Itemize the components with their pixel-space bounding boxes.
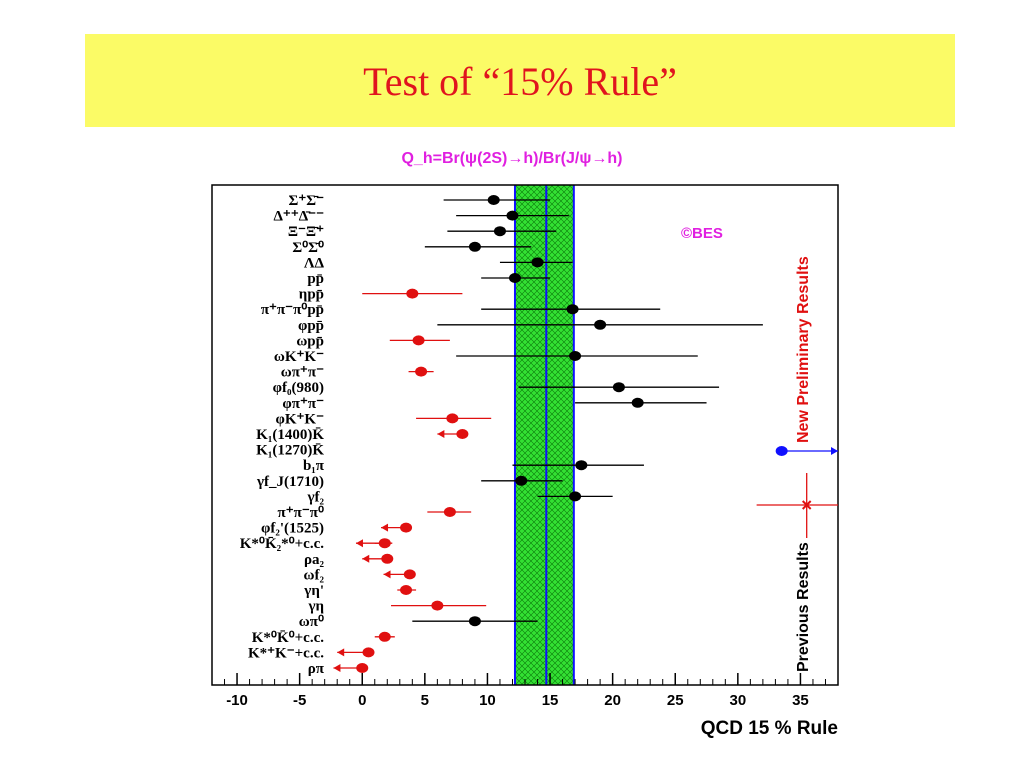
row-labels: Σ⁺Σ̄⁻Δ⁺⁺Δ̄⁻⁻Ξ⁻Ξ̄⁺Σ⁰Σ̄⁰ΛΔpp̄ηpp̄π⁺π⁻π⁰pp̄… <box>240 193 325 677</box>
x-tick-label: 35 <box>792 692 809 709</box>
row-label: ωK⁺K⁻ <box>274 349 324 365</box>
limit-arrowhead <box>381 523 389 532</box>
data-point <box>403 569 416 580</box>
data-point <box>356 663 369 673</box>
row-label: K*⁰K̄⁰+c.c. <box>252 630 324 646</box>
row-label: Ξ⁻Ξ̄⁺ <box>288 224 324 240</box>
data-point <box>431 600 444 611</box>
row-label: φpp̄ <box>298 318 324 334</box>
row-label: γf_J(1710) <box>256 474 324 490</box>
data-point <box>506 210 519 221</box>
data-point <box>406 288 419 299</box>
data-point <box>443 507 456 517</box>
row-label: ηpp̄ <box>299 287 324 303</box>
row-label: π⁺π⁻π⁰ <box>277 505 324 521</box>
data-point <box>446 413 459 424</box>
row-label: γη' <box>303 583 324 599</box>
row-label: γf₂ <box>306 489 324 505</box>
copyright-label: ©BES <box>681 225 723 242</box>
limit-arrowhead <box>437 430 445 438</box>
limit-arrowhead <box>383 570 391 579</box>
new-results-arrowhead <box>831 447 838 455</box>
title-banner: Test of “15% Rule” <box>85 34 955 127</box>
data-point <box>515 475 528 486</box>
new-results-marker <box>775 446 788 456</box>
row-label: K*⁺K⁻+c.c. <box>248 645 324 661</box>
x-tick-label: 0 <box>358 692 366 709</box>
limit-arrowhead <box>362 554 370 563</box>
previous-results-marker <box>801 500 812 510</box>
row-label: K*⁰K̄₂*⁰+c.c. <box>240 536 324 552</box>
row-label: pp̄ <box>307 271 324 287</box>
row-label: φπ⁺π⁻ <box>282 396 324 412</box>
data-point <box>508 273 521 283</box>
row-label: φf₂'(1525) <box>261 521 324 537</box>
slide-title: Test of “15% Rule” <box>363 59 677 104</box>
data-point <box>468 616 481 627</box>
data-point <box>412 335 425 346</box>
data-point <box>575 460 588 471</box>
data-point <box>456 429 469 439</box>
previous-results-label: Previous Results <box>795 542 812 672</box>
new-results-label: New Preliminary Results <box>795 256 812 443</box>
limit-arrowhead <box>355 539 363 548</box>
row-label: ωπ⁺π⁻ <box>281 365 324 381</box>
data-point <box>468 241 481 252</box>
row-label: ρπ <box>308 661 325 677</box>
x-tick-label: 15 <box>542 692 559 709</box>
data-point <box>631 397 644 408</box>
row-label: ρa₂ <box>304 552 325 568</box>
row-label: K₁(1270)K̄ <box>256 443 324 459</box>
row-label: ΛΔ <box>304 255 325 271</box>
row-label: Δ⁺⁺Δ̄⁻⁻ <box>274 209 325 225</box>
data-point <box>378 538 391 549</box>
x-tick-label: 20 <box>604 692 621 709</box>
row-label: ωpp̄ <box>296 333 324 349</box>
data-point <box>487 195 500 205</box>
data-point <box>362 647 375 658</box>
data-point <box>493 226 506 237</box>
row-label: Σ⁺Σ̄⁻ <box>289 193 325 209</box>
data-point <box>400 522 413 533</box>
row-label: γη <box>307 599 324 615</box>
data-point <box>400 585 413 595</box>
data-point <box>415 366 428 377</box>
data-point <box>594 319 607 330</box>
plot-title: Q_h=Br(ψ(2S)→h)/Br(J/ψ→h) <box>401 150 622 167</box>
x-tick-label: 5 <box>421 692 429 709</box>
data-point <box>569 351 582 361</box>
rule-band <box>513 185 575 685</box>
x-tick-label: 10 <box>479 692 496 709</box>
data-point <box>612 382 625 393</box>
data-point <box>566 304 579 315</box>
data-point <box>381 553 394 564</box>
x-tick-label: 30 <box>729 692 746 709</box>
data-point <box>378 631 391 642</box>
x-tick-label: -5 <box>293 692 306 709</box>
data-point <box>569 491 582 502</box>
band-fill <box>514 185 574 685</box>
x-axis: -10 -5 0 5 10 15 20 25 30 35 <box>224 673 826 709</box>
x-axis-label: QCD 15 % Rule <box>701 718 838 739</box>
row-label: Σ⁰Σ̄⁰ <box>292 240 324 256</box>
row-label: π⁺π⁻π⁰pp̄ <box>261 302 324 318</box>
data-points <box>333 195 763 673</box>
legend-markers <box>756 446 838 538</box>
x-tick-label: -10 <box>226 692 248 709</box>
data-point <box>531 257 544 268</box>
row-label: φf₀(980) <box>273 380 324 396</box>
row-label: φK⁺K⁻ <box>275 411 324 427</box>
row-label: b₁π <box>303 458 325 474</box>
row-label: K₁(1400)K̄ <box>256 427 324 443</box>
limit-arrowhead <box>337 648 345 657</box>
row-label: ωf₂ <box>304 567 325 583</box>
limit-arrowhead <box>333 664 341 672</box>
x-tick-label: 25 <box>667 692 684 709</box>
row-label: ωπ⁰ <box>299 614 324 630</box>
